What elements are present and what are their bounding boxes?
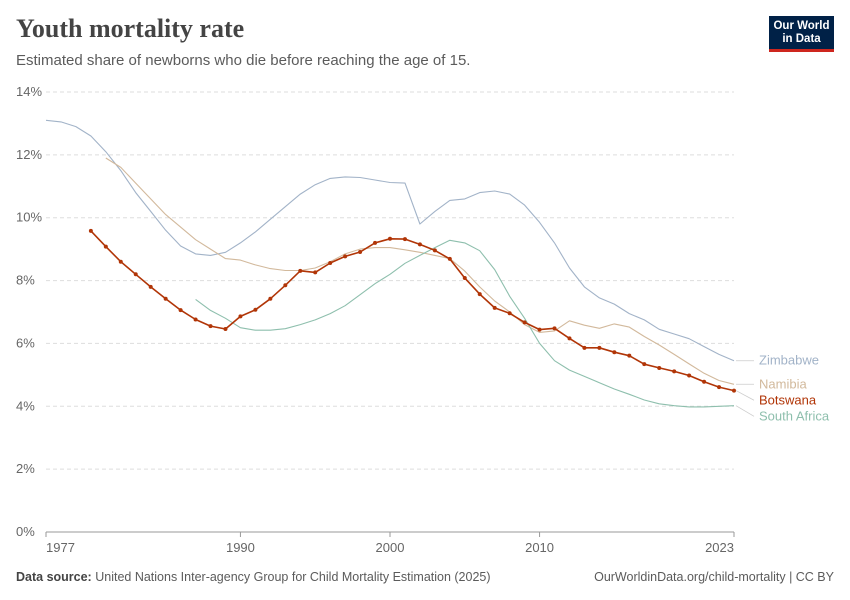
data-point-botswana[interactable] — [358, 249, 363, 254]
owid-logo[interactable]: Our World in Data — [769, 16, 834, 52]
data-point-botswana[interactable] — [133, 272, 138, 277]
data-source-label: Data source: — [16, 570, 92, 584]
data-point-botswana[interactable] — [537, 327, 542, 332]
y-tick-label: 8% — [16, 273, 35, 288]
x-tick-label: 2023 — [705, 540, 734, 555]
y-tick-label: 12% — [16, 147, 42, 162]
data-point-botswana[interactable] — [178, 308, 183, 313]
data-point-botswana[interactable] — [597, 345, 602, 350]
label-connector — [735, 390, 755, 401]
chart-subtitle: Estimated share of newborns who die befo… — [16, 52, 471, 69]
data-source-text: United Nations Inter-agency Group for Ch… — [95, 570, 491, 584]
data-point-botswana[interactable] — [432, 248, 437, 253]
data-point-botswana[interactable] — [223, 326, 228, 331]
source-link[interactable]: OurWorldinData.org/child-mortality | CC … — [594, 570, 834, 584]
data-point-botswana[interactable] — [447, 256, 452, 261]
data-point-botswana[interactable] — [343, 254, 348, 259]
series-line-zimbabwe[interactable] — [45, 119, 735, 362]
y-tick-label: 0% — [16, 524, 35, 539]
data-point-botswana[interactable] — [268, 296, 273, 301]
y-tick-label: 6% — [16, 335, 35, 350]
label-connector — [735, 405, 755, 417]
data-point-botswana[interactable] — [148, 284, 153, 289]
data-point-botswana[interactable] — [612, 350, 617, 355]
x-axis: 1977 1990 2000 2010 2023 — [45, 532, 735, 555]
data-point-botswana[interactable] — [627, 353, 632, 358]
y-tick-label: 2% — [16, 461, 35, 476]
series-line-south-africa[interactable] — [195, 239, 735, 408]
x-tick-label: 1977 — [46, 540, 75, 555]
data-point-botswana[interactable] — [672, 369, 677, 374]
data-point-botswana[interactable] — [402, 237, 407, 242]
data-point-botswana[interactable] — [717, 385, 722, 390]
logo-line-2: in Data — [782, 33, 821, 45]
y-axis: 0% 2% 4% 6% 8% 10% 12% 14% — [16, 84, 42, 539]
data-point-botswana[interactable] — [238, 314, 243, 319]
data-point-botswana[interactable] — [462, 276, 467, 281]
series-label-zimbabwe[interactable]: Zimbabwe — [759, 353, 819, 368]
data-point-botswana[interactable] — [118, 259, 123, 264]
data-point-botswana[interactable] — [373, 240, 378, 245]
data-point-botswana[interactable] — [657, 365, 662, 370]
x-tick-label: 2000 — [376, 540, 405, 555]
series-line-namibia[interactable] — [105, 157, 735, 385]
data-point-botswana[interactable] — [702, 379, 707, 384]
series-lines — [45, 119, 736, 408]
y-tick-label: 4% — [16, 398, 35, 413]
data-point-botswana[interactable] — [283, 283, 288, 288]
data-point-botswana[interactable] — [492, 305, 497, 310]
data-point-botswana[interactable] — [388, 236, 392, 241]
data-point-botswana[interactable] — [687, 373, 692, 378]
data-point-botswana[interactable] — [732, 388, 736, 393]
data-point-botswana[interactable] — [567, 336, 572, 341]
data-point-botswana[interactable] — [103, 244, 108, 249]
series-line-botswana[interactable] — [90, 230, 735, 392]
grid-lines — [46, 91, 734, 533]
data-point-botswana[interactable] — [477, 292, 482, 297]
x-tick-label: 2010 — [525, 540, 554, 555]
series-label-namibia[interactable]: Namibia — [759, 376, 807, 391]
data-point-botswana[interactable] — [298, 268, 303, 273]
y-tick-label: 10% — [16, 210, 42, 225]
series-label-south-africa[interactable]: South Africa — [759, 408, 830, 423]
data-point-botswana[interactable] — [313, 270, 318, 275]
chart-title: Youth mortality rate — [16, 14, 245, 43]
data-point-botswana[interactable] — [193, 317, 198, 322]
data-point-botswana[interactable] — [507, 311, 512, 316]
y-tick-label: 14% — [16, 84, 42, 99]
data-point-botswana[interactable] — [552, 326, 557, 331]
logo-line-1: Our World — [773, 20, 830, 32]
data-point-botswana[interactable] — [88, 228, 93, 233]
data-point-botswana[interactable] — [253, 307, 258, 312]
data-point-botswana[interactable] — [522, 320, 527, 325]
data-point-botswana[interactable] — [582, 345, 587, 350]
data-point-botswana[interactable] — [163, 296, 168, 301]
series-label-botswana[interactable]: Botswana — [759, 392, 817, 407]
x-tick-label: 1990 — [226, 540, 255, 555]
data-source: Data source: United Nations Inter-agency… — [16, 570, 491, 584]
data-point-botswana[interactable] — [642, 362, 647, 367]
data-point-botswana[interactable] — [328, 260, 333, 265]
data-point-botswana[interactable] — [417, 242, 422, 247]
data-point-botswana[interactable] — [208, 324, 213, 329]
